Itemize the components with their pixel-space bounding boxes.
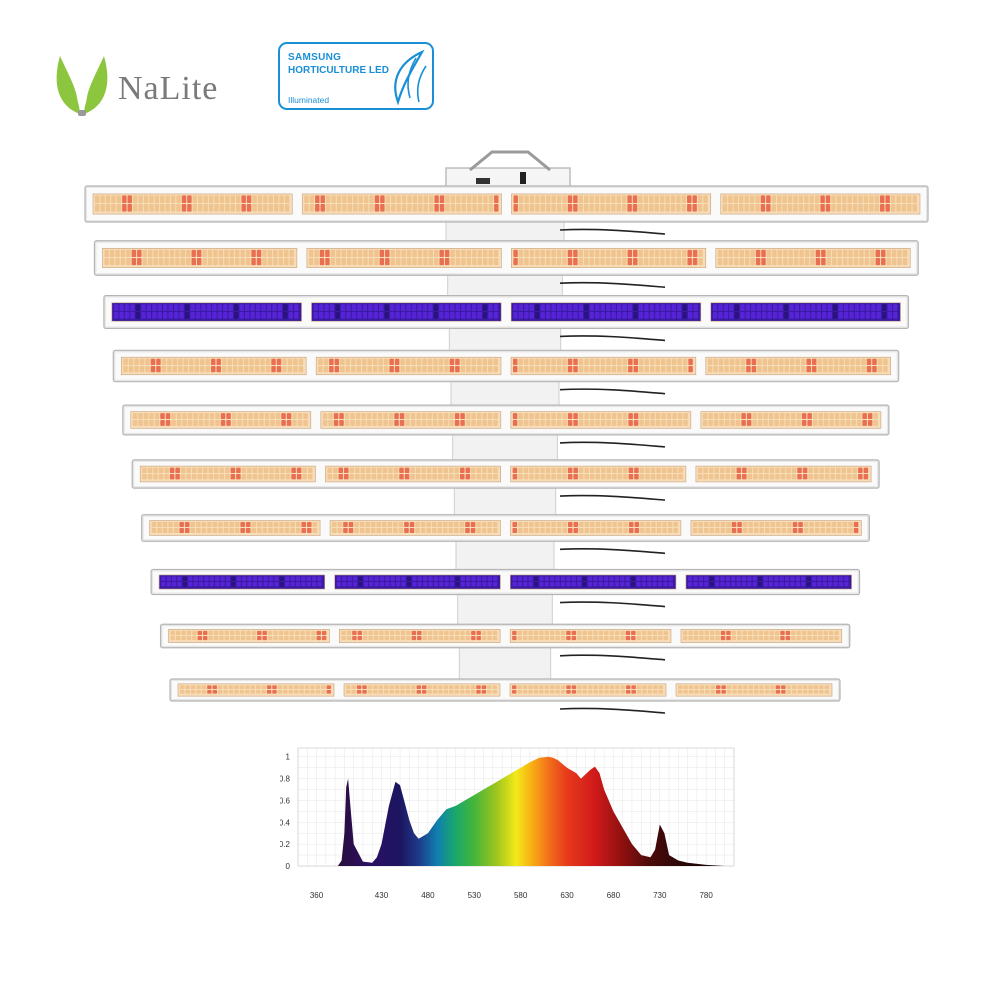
power-cable xyxy=(559,547,666,555)
x-tick-label: 630 xyxy=(560,891,574,900)
light-bar xyxy=(131,459,880,501)
led-module xyxy=(306,248,502,268)
led-module xyxy=(511,193,712,215)
light-bar xyxy=(159,623,851,661)
spectrum-area xyxy=(337,756,734,866)
x-tick-label: 780 xyxy=(699,891,713,900)
light-bar xyxy=(93,240,919,289)
nalite-logo: NaLite xyxy=(50,48,260,118)
uv-led-module xyxy=(685,574,852,590)
x-tick-label: 430 xyxy=(375,891,389,900)
power-cable xyxy=(559,441,666,448)
leaf-swoosh-icon xyxy=(394,49,427,106)
uv-led-module xyxy=(311,302,502,322)
led-module xyxy=(320,411,502,429)
uv-led-module xyxy=(510,302,702,322)
light-bar xyxy=(169,678,841,714)
uv-led-module xyxy=(710,302,901,322)
led-module xyxy=(343,683,501,697)
led-module xyxy=(510,520,682,536)
led-module xyxy=(315,356,502,376)
light-bar xyxy=(112,349,900,395)
leaf-icon xyxy=(56,54,108,116)
led-module xyxy=(329,520,501,536)
light-bar xyxy=(122,404,890,448)
power-cable xyxy=(559,335,666,342)
led-module xyxy=(325,465,501,483)
led-module xyxy=(510,465,687,483)
led-grow-light-fixture xyxy=(84,150,929,714)
power-cable xyxy=(559,654,666,661)
led-module xyxy=(695,465,872,483)
led-module xyxy=(92,193,293,215)
led-module xyxy=(102,248,298,268)
badge-tagline: Illuminated xyxy=(288,95,330,105)
led-module xyxy=(511,248,707,268)
y-tick-label: 1 xyxy=(286,753,291,762)
led-module xyxy=(510,411,692,429)
x-tick-label: 580 xyxy=(514,891,528,900)
led-module xyxy=(139,465,316,483)
led-module xyxy=(720,193,921,215)
led-module xyxy=(130,411,312,429)
led-module xyxy=(715,248,911,268)
power-cable xyxy=(559,228,666,235)
power-cable xyxy=(559,388,666,395)
hanger-bracket-icon xyxy=(469,150,551,172)
led-module xyxy=(339,629,501,643)
light-bar xyxy=(150,568,861,608)
y-tick-label: 0.6 xyxy=(280,796,291,805)
power-cable xyxy=(559,601,666,608)
led-module xyxy=(149,520,321,536)
led-module xyxy=(705,356,891,376)
light-bar xyxy=(103,294,910,342)
y-tick-label: 0 xyxy=(286,862,291,871)
y-tick-label: 0.4 xyxy=(280,818,291,827)
uv-led-module xyxy=(334,574,501,590)
led-module xyxy=(301,193,502,215)
uv-led-module xyxy=(111,302,302,322)
power-cable xyxy=(559,494,666,501)
spectrum-chart: 0 0.2 0.4 0.6 0.8 1 360 430 480 530 580 630 680 730 78… xyxy=(280,747,735,900)
uv-led-module xyxy=(510,574,677,590)
led-module xyxy=(168,629,330,643)
badge-brand: SAMSUNG xyxy=(288,52,342,63)
led-module xyxy=(121,356,307,376)
x-tick-label: 360 xyxy=(310,891,324,900)
led-module xyxy=(680,629,843,643)
badge-product: HORTICULTURE LED xyxy=(288,65,389,76)
samsung-horticulture-badge: SAMSUNG HORTICULTURE LED Illuminated xyxy=(278,42,434,110)
y-tick-label: 0.8 xyxy=(280,775,291,784)
uv-led-module xyxy=(158,574,326,590)
led-module xyxy=(509,629,672,643)
led-module xyxy=(510,356,697,376)
power-cable xyxy=(559,707,666,714)
led-module xyxy=(690,520,862,536)
light-bar xyxy=(141,514,870,555)
x-tick-label: 680 xyxy=(607,891,621,900)
led-module xyxy=(509,683,667,697)
x-tick-label: 480 xyxy=(421,891,435,900)
led-module xyxy=(675,683,833,697)
x-tick-label: 730 xyxy=(653,891,667,900)
power-cable xyxy=(559,281,666,289)
brand-name: NaLite xyxy=(118,70,219,107)
light-bar xyxy=(84,185,929,235)
y-tick-label: 0.2 xyxy=(280,840,291,849)
led-module xyxy=(177,683,335,697)
x-tick-label: 530 xyxy=(468,891,482,900)
led-module xyxy=(700,411,882,429)
